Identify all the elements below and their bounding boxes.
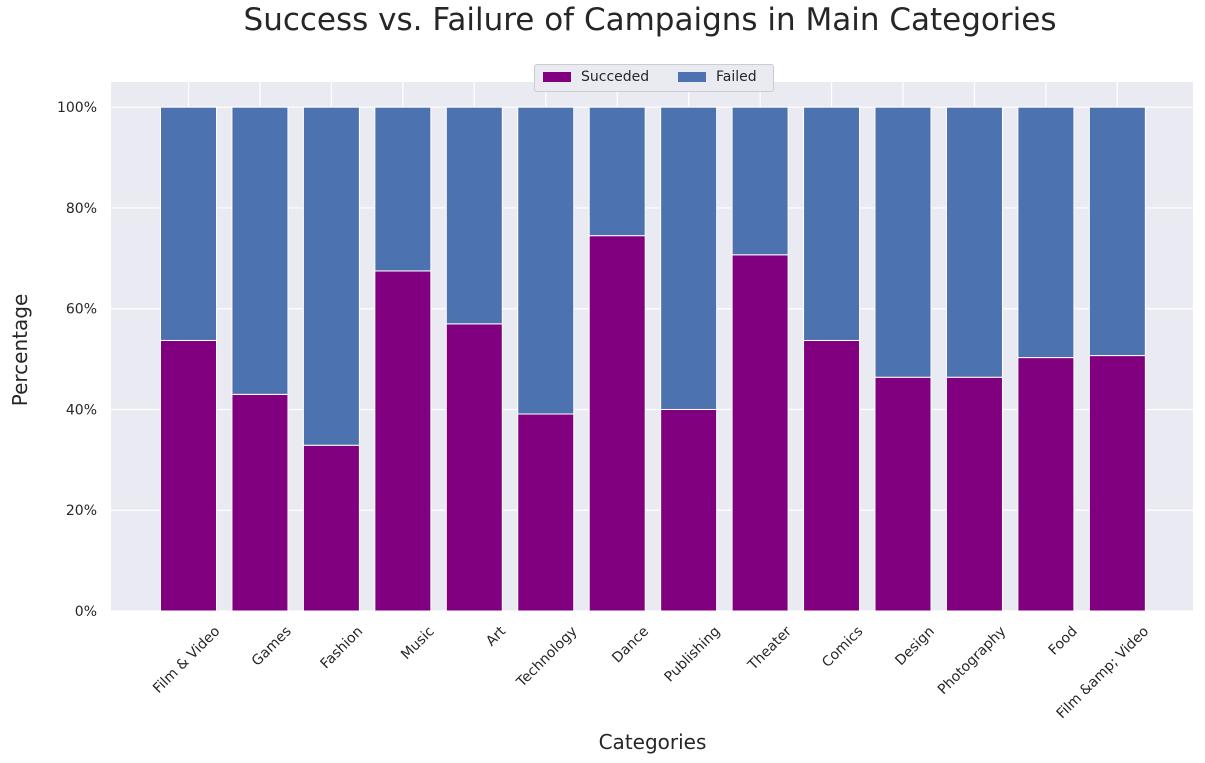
legend-item-failed: Failed	[678, 69, 757, 85]
bar-succeded	[588, 235, 646, 612]
bar-succeded	[731, 254, 789, 612]
bar-failed	[160, 106, 217, 341]
bar-succeded	[302, 444, 360, 612]
bar-succeded	[1017, 357, 1075, 612]
y-tick-label: 0%	[75, 604, 97, 620]
bar-failed	[517, 106, 575, 415]
legend-swatch-failed	[678, 72, 706, 82]
bar-succeded	[945, 376, 1003, 612]
bar-failed	[945, 106, 1003, 378]
bar-failed	[231, 106, 289, 395]
bar-succeded	[231, 393, 289, 612]
legend-label-succeded: Succeded	[581, 69, 650, 85]
legend-swatch-succeded	[543, 72, 571, 82]
y-tick-label: 100%	[57, 100, 97, 116]
bar-failed	[731, 106, 789, 256]
bar-failed	[302, 106, 360, 446]
bar-failed	[803, 106, 861, 341]
x-tick-label: Art	[483, 623, 509, 649]
bar-succeded	[160, 339, 217, 612]
y-tick-label: 80%	[66, 201, 97, 217]
bar-succeded	[445, 323, 503, 612]
chart-title: Success vs. Failure of Campaigns in Main…	[243, 2, 1057, 38]
y-tick-label: 60%	[66, 302, 97, 318]
bar-succeded	[803, 339, 861, 612]
bar-failed	[374, 106, 432, 272]
x-tick-label: Film & Video	[150, 624, 223, 697]
bar-failed	[445, 106, 503, 325]
x-tick-label: Publishing	[662, 624, 724, 686]
bar-succeded	[1088, 355, 1146, 612]
y-tick-label: 20%	[66, 503, 97, 519]
x-tick-label: Photography	[935, 624, 1009, 698]
x-tick-label: Technology	[513, 624, 580, 691]
bar-failed	[1088, 106, 1146, 357]
legend-item-succeded: Succeded	[543, 69, 649, 85]
x-tick-label: Dance	[609, 624, 652, 667]
y-tick-label: 40%	[66, 402, 97, 418]
bar-succeded	[374, 270, 432, 612]
bar-succeded	[517, 413, 575, 612]
bar-failed	[660, 106, 718, 410]
plot-background	[111, 82, 1193, 611]
x-tick-label: Food	[1046, 624, 1081, 659]
x-tick-label: Comics	[819, 624, 866, 671]
x-axis-label: Categories	[598, 730, 707, 754]
x-tick-label: Design	[892, 624, 937, 669]
x-tick-label: Music	[398, 624, 437, 663]
legend-label-failed: Failed	[716, 69, 757, 85]
x-tick-label: Games	[249, 624, 295, 670]
x-tick-label: Fashion	[318, 624, 367, 673]
x-tick-label: Theater	[744, 623, 795, 674]
bar-failed	[1017, 106, 1075, 359]
y-axis-label: Percentage	[8, 293, 32, 407]
bar-failed	[588, 106, 646, 237]
legend: Succeded Failed	[534, 64, 774, 92]
bar-failed	[874, 106, 932, 378]
bar-succeded	[874, 376, 932, 612]
bar-succeded	[660, 408, 718, 612]
